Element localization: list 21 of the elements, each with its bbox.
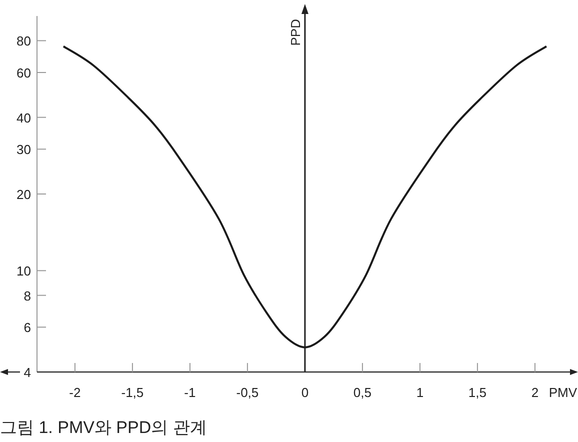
x-tick-label: 0,5: [353, 385, 372, 400]
y-tick-label: 4: [24, 365, 31, 380]
x-tick-label: -0,5: [236, 385, 259, 400]
x-tick-label: 1,5: [468, 385, 486, 400]
x-tick-label: -1,5: [121, 385, 144, 400]
x-tick-label: 1: [416, 385, 424, 400]
y-tick-label: 8: [24, 288, 31, 304]
x-axis-title: PMV: [548, 385, 578, 400]
y-axis-title: PPD: [288, 19, 303, 46]
y-tick-label: 80: [16, 34, 31, 49]
x-tick-label: 0: [301, 385, 309, 400]
x-tick-label: -1: [184, 385, 196, 400]
y-tick-label: 30: [16, 142, 31, 158]
y-tick-label: 6: [24, 320, 31, 336]
y-tick-label: 20: [16, 187, 31, 202]
y-tick-label: 10: [16, 264, 31, 279]
y-tick-label: 40: [16, 110, 31, 126]
x-tick-label: -2: [69, 385, 81, 400]
y-tick-label: 60: [16, 65, 31, 80]
x-tick-label: 2: [531, 385, 539, 400]
caption: 그림 1. PMV와 PPD의 관계: [0, 418, 207, 437]
